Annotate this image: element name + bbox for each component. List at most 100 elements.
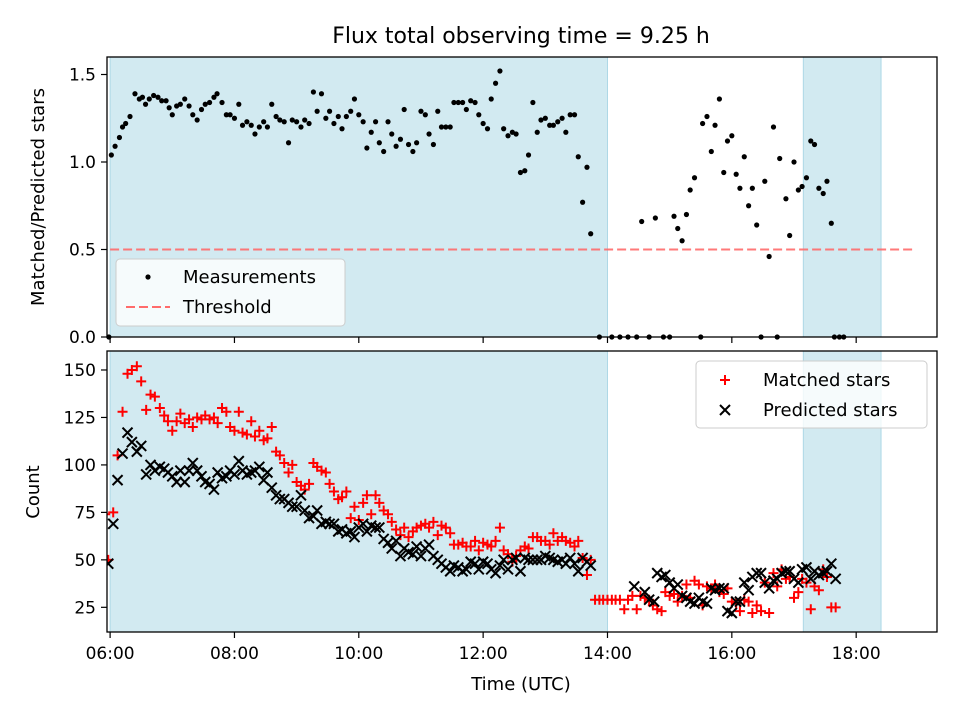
measurement-point	[550, 122, 556, 128]
measurement-point	[198, 106, 205, 113]
predicted-star-point	[734, 595, 746, 608]
measurement-point	[422, 112, 428, 118]
predicted-star-point	[713, 582, 726, 595]
matched-star-point	[262, 433, 273, 444]
predicted-star-point	[489, 567, 502, 579]
measurement-point	[294, 119, 300, 125]
matched-star-point	[619, 604, 630, 615]
matched-star-point	[358, 497, 369, 508]
matched-star-point	[743, 596, 754, 607]
predicted-star-point	[527, 554, 539, 566]
measurement-point	[142, 101, 149, 107]
predicted-stars-series	[107, 426, 842, 619]
y-tick-label: 100	[64, 456, 96, 476]
measurement-point	[116, 134, 123, 141]
predicted-star-point	[295, 489, 307, 502]
measurement-point	[298, 124, 304, 130]
measurement-point	[652, 215, 658, 221]
x-tick-label: 10:00	[334, 644, 383, 664]
predicted-star-point	[126, 436, 138, 448]
matched-star-point	[693, 579, 704, 590]
predicted-star-point	[373, 521, 386, 534]
measurement-point	[708, 148, 714, 155]
measurement-point	[791, 159, 797, 165]
predicted-star-point	[121, 426, 134, 439]
predicted-star-point	[510, 552, 522, 564]
predicted-star-point	[829, 573, 842, 585]
matched-star-point	[486, 541, 497, 552]
y-tick-label: 0.5	[69, 241, 96, 261]
legend-label: Measurements	[183, 267, 316, 288]
matched-star-point	[399, 522, 410, 533]
matched-star-point	[366, 509, 377, 520]
measurement-point	[522, 168, 528, 174]
measurement-point	[166, 105, 172, 111]
measurement-point	[571, 112, 578, 118]
measurement-point	[435, 108, 441, 114]
measurement-point	[575, 154, 581, 160]
predicted-star-point	[800, 561, 813, 574]
predicted-star-point	[783, 565, 796, 577]
measurement-point	[159, 98, 165, 104]
measurement-point	[443, 124, 449, 130]
measurement-point	[534, 129, 540, 135]
measurement-point	[820, 190, 826, 197]
matched-star-point	[141, 404, 152, 415]
measurement-point	[679, 238, 685, 244]
predicted-star-point	[299, 504, 311, 517]
predicted-star-point	[328, 518, 340, 530]
predicted-star-point	[253, 461, 266, 473]
measurement-point	[326, 108, 333, 114]
measurement-point	[762, 178, 768, 184]
measurement-point	[393, 143, 399, 149]
measurement-point	[214, 91, 220, 97]
measurement-point	[310, 89, 317, 95]
x-axis-label: Time (UTC)	[470, 674, 571, 695]
measurement-point	[335, 113, 341, 120]
axes-frame	[106, 350, 938, 633]
measurement-point	[405, 141, 412, 148]
matched-star-point	[415, 520, 426, 531]
measurement-point	[766, 253, 772, 260]
measurement-point	[754, 222, 760, 228]
measurement-point	[239, 122, 246, 128]
matched-star-point	[266, 421, 277, 432]
matched-star-point	[345, 513, 356, 524]
predicted-star-point	[410, 540, 423, 553]
matched-star-point	[544, 539, 555, 550]
measurement-point	[190, 112, 196, 118]
measurement-point	[737, 185, 743, 191]
matched-star-point	[192, 412, 203, 423]
predicted-star-point	[135, 440, 147, 452]
measurement-point	[811, 141, 818, 148]
matched-star-point	[279, 458, 290, 469]
predicted-star-point	[111, 474, 124, 486]
matched-star-point	[756, 606, 767, 617]
matched-star-point	[386, 516, 397, 527]
matched-star-point	[254, 425, 265, 436]
measurement-point	[563, 129, 569, 135]
predicted-star-point	[502, 563, 514, 576]
matched-star-point	[751, 600, 762, 611]
measurement-point	[127, 113, 133, 120]
measurement-point	[530, 99, 536, 106]
measurement-point	[248, 122, 254, 128]
legend-box	[115, 258, 346, 327]
measurement-point	[451, 99, 457, 106]
predicted-star-point	[423, 538, 435, 551]
measurement-point	[712, 122, 718, 128]
measurement-point	[513, 131, 519, 137]
matched-star-point	[718, 589, 729, 600]
y-tick-label: 1.5	[69, 66, 96, 86]
top-panel: 0.0 0.5 1.0 1.5 Measurements Threshold Match…	[28, 56, 938, 348]
predicted-star-point	[369, 521, 382, 534]
matched-star-point	[560, 535, 571, 546]
measurement-point	[525, 152, 532, 158]
matched-star-point	[631, 604, 642, 615]
predicted-star-point	[183, 464, 195, 477]
measurement-point	[787, 232, 793, 239]
predicted-star-point	[522, 554, 535, 566]
bottom-panel: 25 50 75 100 125 150 06:00 08:00 10:00 12:00 14:00…	[23, 350, 938, 695]
measurement-point	[146, 96, 152, 102]
predicted-star-point	[460, 563, 473, 576]
